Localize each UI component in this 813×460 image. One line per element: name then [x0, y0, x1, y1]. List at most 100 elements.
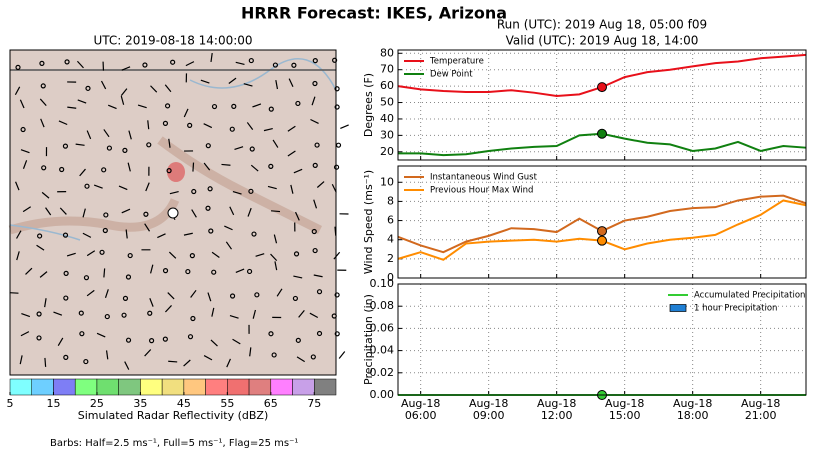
wind-barb	[273, 234, 278, 244]
station-calm	[41, 165, 47, 171]
colorbar-tick-label: 45	[177, 397, 191, 410]
x-tick-label: 06:00	[405, 409, 437, 422]
station-calm	[125, 274, 132, 280]
wind-barb	[103, 129, 110, 138]
station-calm	[20, 126, 26, 133]
station-calm	[229, 126, 235, 132]
wind-barb	[311, 96, 316, 106]
wind-barb	[229, 206, 235, 216]
plot-frame	[397, 283, 807, 396]
wind-barb	[96, 332, 106, 338]
x-tick-label: 18:00	[677, 409, 709, 422]
y-tick-label: 70	[380, 63, 394, 76]
wind-barb	[221, 163, 231, 166]
wind-barb	[168, 251, 177, 259]
wind-barb	[168, 360, 178, 363]
x-tick-label: 21:00	[745, 409, 777, 422]
station-calm	[142, 62, 148, 68]
wind-barb	[235, 268, 245, 274]
legend-label: Instantaneous Wind Gust	[430, 173, 538, 183]
wind-barb	[93, 184, 103, 189]
station-calm	[312, 247, 318, 254]
wind-barb	[200, 79, 210, 84]
station-calm	[229, 293, 236, 299]
wind-barb	[144, 349, 152, 357]
legend-label: Temperature	[429, 57, 484, 67]
wind-barb	[86, 130, 92, 140]
radar-echo	[167, 162, 185, 182]
station-calm	[268, 106, 274, 112]
station-calm	[36, 335, 42, 341]
station-calm	[248, 188, 254, 194]
wind-barb	[144, 223, 151, 232]
y-tick-label: 0.08	[370, 299, 395, 312]
wind-barb	[120, 88, 128, 97]
wind-barb	[36, 244, 45, 251]
station-calm	[84, 183, 90, 189]
wind-barb	[39, 271, 48, 278]
wind-barb	[183, 108, 189, 118]
station-calm	[148, 338, 155, 344]
wind-barb	[19, 355, 23, 365]
station-calm	[334, 86, 340, 92]
plot-area	[398, 284, 806, 395]
wind-barb	[67, 106, 77, 109]
wind-barb	[86, 289, 95, 297]
wind-barb	[22, 206, 32, 213]
wind-barb	[40, 118, 45, 128]
wind-barb	[310, 118, 319, 124]
wind-barb	[287, 150, 296, 157]
colorbar-tick-label: 15	[46, 397, 60, 410]
station-calm	[40, 83, 46, 89]
station-calm	[316, 330, 323, 337]
wind-barb	[147, 120, 150, 130]
colorbar-box	[270, 378, 293, 396]
colorbar-box	[140, 378, 163, 396]
station-calm	[211, 103, 218, 110]
wind-barb	[104, 289, 109, 299]
wind-barb	[118, 185, 128, 191]
wind-barb	[229, 314, 239, 319]
wind-barb	[191, 209, 197, 218]
station-calm	[187, 122, 193, 128]
station-calm	[254, 292, 260, 298]
station-calm	[79, 331, 85, 337]
wind-barb	[211, 307, 215, 317]
legend-label: 1 hour Precipitation	[694, 304, 777, 314]
station-calm	[104, 313, 110, 320]
wind-barb	[16, 251, 20, 261]
station-calm	[312, 80, 318, 87]
station-calm	[292, 295, 299, 302]
station-calm	[64, 59, 70, 65]
y-tick-label: 2	[387, 252, 394, 265]
station-calm	[248, 57, 254, 64]
station-calm	[62, 232, 69, 238]
wind-barb	[127, 162, 131, 172]
plot-frame	[397, 49, 807, 161]
y-tick-label: 0.10	[370, 277, 395, 290]
station-calm	[334, 104, 340, 110]
chart-title: Run (UTC): 2019 Aug 18, 05:00 f09	[497, 18, 707, 32]
wind-barb	[263, 127, 273, 132]
station-calm	[62, 143, 69, 149]
wind-barb	[313, 274, 323, 278]
wind-barb	[82, 208, 86, 218]
wind-barb	[105, 350, 109, 360]
wind-barb	[309, 312, 319, 318]
station-calm	[231, 103, 237, 109]
wind-barb	[86, 250, 96, 257]
colorbar-box	[227, 378, 250, 396]
y-axis-label: Wind Speed (ms⁻¹)	[362, 170, 375, 274]
colorbar-box	[96, 378, 119, 396]
wind-barb	[203, 162, 211, 171]
x-tick-label: Aug-18	[469, 397, 508, 410]
wind-barb	[183, 359, 191, 367]
terrain	[8, 136, 323, 235]
colorbar-box	[118, 378, 141, 396]
y-tick-label: 0.04	[370, 344, 395, 357]
station-calm	[122, 295, 129, 301]
wind-barb	[290, 184, 294, 194]
station-calm	[122, 147, 128, 153]
wind-barb	[137, 104, 147, 109]
